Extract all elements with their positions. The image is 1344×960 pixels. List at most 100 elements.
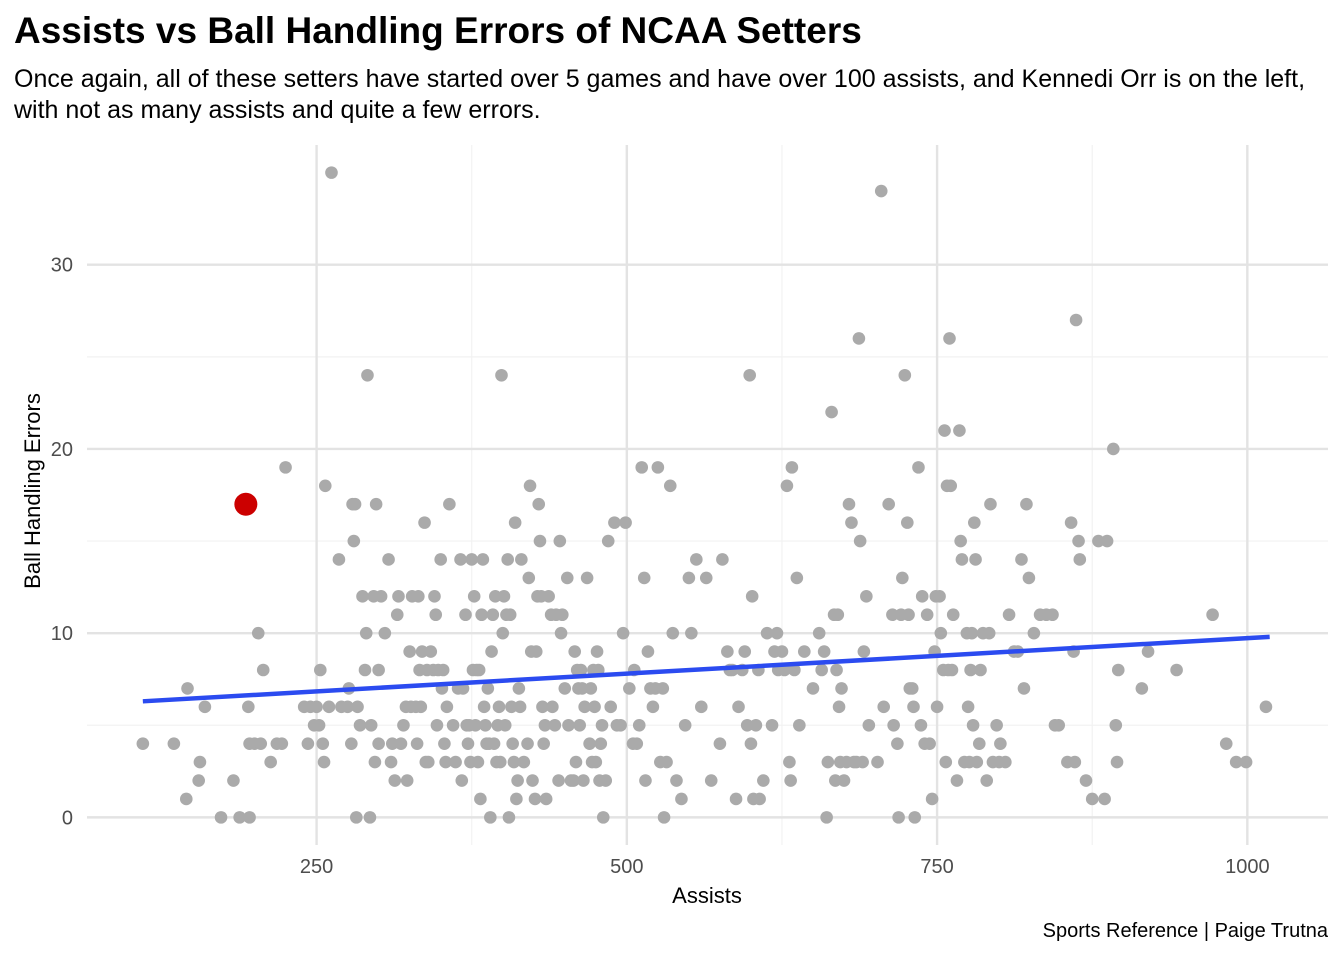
data-point xyxy=(853,534,867,548)
data-point xyxy=(446,718,460,732)
data-point xyxy=(374,590,388,603)
data-point xyxy=(984,497,997,511)
data-point xyxy=(594,737,608,750)
data-point xyxy=(368,755,382,769)
data-point xyxy=(513,700,527,714)
data-point xyxy=(548,718,562,732)
data-point xyxy=(495,368,508,382)
highlighted-point xyxy=(234,492,258,516)
data-point xyxy=(424,645,438,658)
data-point xyxy=(871,755,884,769)
data-point xyxy=(891,737,904,750)
data-point xyxy=(887,718,900,732)
data-point xyxy=(651,461,665,474)
data-point xyxy=(590,645,604,658)
data-point xyxy=(744,737,758,750)
data-point xyxy=(945,663,959,677)
data-point xyxy=(507,755,521,769)
data-point xyxy=(923,737,936,750)
data-point xyxy=(348,497,362,511)
data-point xyxy=(1109,718,1123,732)
data-point xyxy=(930,700,944,714)
data-point xyxy=(392,590,405,603)
data-point xyxy=(775,645,789,658)
data-point xyxy=(950,774,964,787)
data-point xyxy=(1079,774,1093,787)
data-point xyxy=(862,718,876,732)
data-point xyxy=(1100,534,1114,548)
data-point xyxy=(831,608,845,622)
data-point xyxy=(1239,755,1253,769)
data-point xyxy=(1107,442,1120,456)
data-point xyxy=(829,774,842,787)
data-point xyxy=(481,682,495,695)
data-point xyxy=(469,718,482,732)
data-point xyxy=(314,663,327,677)
data-point xyxy=(568,645,582,658)
data-point xyxy=(842,497,856,511)
data-point xyxy=(588,700,601,714)
data-point xyxy=(1092,534,1105,548)
data-point xyxy=(1022,571,1036,585)
data-point xyxy=(912,461,925,474)
data-point xyxy=(390,608,404,622)
data-point xyxy=(429,608,443,622)
data-point xyxy=(968,516,981,529)
data-point xyxy=(254,737,268,750)
data-point xyxy=(580,571,594,585)
data-point xyxy=(533,534,547,548)
data-point xyxy=(461,737,475,750)
data-point xyxy=(690,553,703,566)
data-point xyxy=(421,755,435,769)
data-point xyxy=(599,774,613,787)
data-point xyxy=(1069,313,1083,327)
data-point xyxy=(264,755,277,769)
data-point xyxy=(732,700,745,714)
data-point xyxy=(972,737,986,750)
data-point xyxy=(440,700,454,714)
data-point xyxy=(556,608,569,622)
data-point xyxy=(1229,755,1243,769)
y-tick-label: 0 xyxy=(62,807,73,829)
data-point xyxy=(882,497,895,511)
data-point xyxy=(554,626,568,640)
data-point xyxy=(780,479,794,493)
data-point xyxy=(488,590,502,603)
data-point xyxy=(682,571,696,585)
data-point xyxy=(536,700,549,714)
data-point xyxy=(503,608,517,622)
data-point xyxy=(974,663,987,677)
data-point xyxy=(999,755,1012,769)
data-point xyxy=(614,718,627,732)
data-point xyxy=(757,774,770,787)
data-point xyxy=(1064,516,1078,529)
data-point xyxy=(970,755,984,769)
data-point xyxy=(498,718,512,732)
data-point xyxy=(316,737,330,750)
data-point xyxy=(558,682,572,695)
data-point xyxy=(635,461,649,474)
data-point xyxy=(532,497,546,511)
data-point xyxy=(1135,682,1149,695)
data-point xyxy=(860,590,873,603)
data-point xyxy=(1141,645,1155,658)
data-point xyxy=(907,700,920,714)
x-axis-label: Assists xyxy=(672,883,742,908)
data-point xyxy=(512,682,526,695)
data-point xyxy=(657,811,671,824)
data-point xyxy=(502,811,516,824)
data-point xyxy=(517,755,531,769)
highlight-layer xyxy=(234,492,258,516)
data-point xyxy=(358,663,372,677)
data-point xyxy=(596,811,610,824)
data-point xyxy=(575,682,589,695)
data-point xyxy=(474,792,487,806)
data-point xyxy=(905,682,919,695)
data-point xyxy=(619,516,632,529)
data-point xyxy=(471,755,485,769)
data-point xyxy=(601,534,615,548)
data-point xyxy=(523,479,537,493)
data-point xyxy=(496,626,510,640)
data-point xyxy=(630,737,644,750)
